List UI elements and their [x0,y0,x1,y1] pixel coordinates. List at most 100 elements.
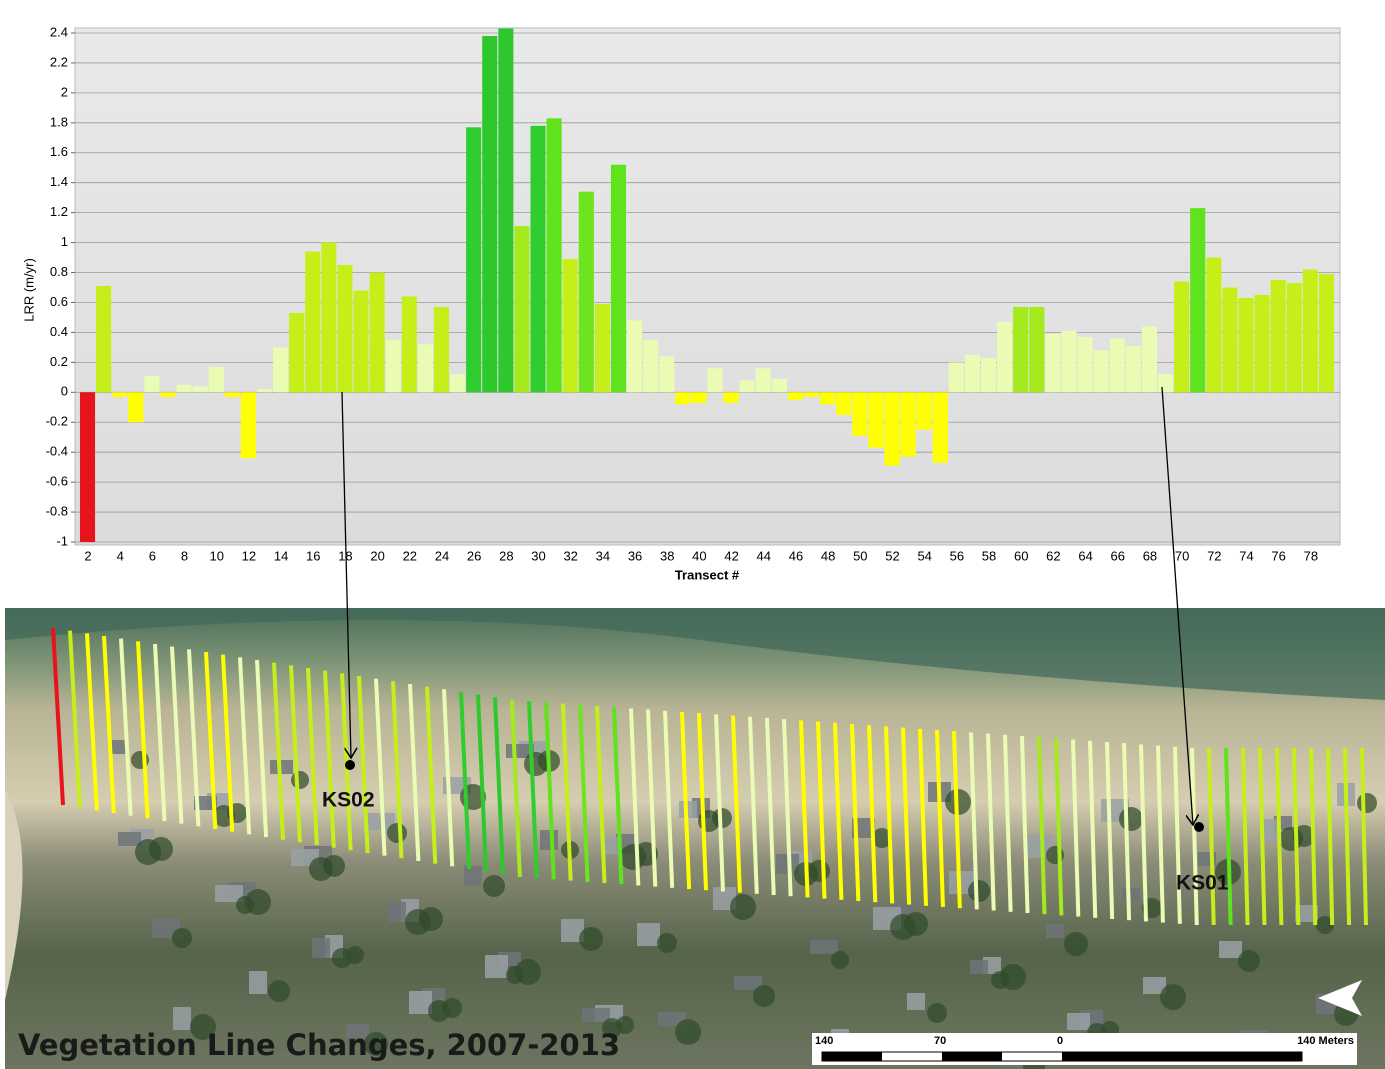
y-tick-label: 0 [61,384,68,399]
transects [51,627,1368,926]
bar [1013,306,1029,393]
y-tick-label: 2.2 [50,54,68,69]
transect [629,708,641,886]
bar [546,118,562,393]
x-tick-label: 30 [531,548,545,563]
transect [1309,747,1318,926]
transect [986,733,996,911]
bar [562,259,578,393]
site-label: KS01 [1176,872,1229,895]
transect [731,715,742,893]
x-tick-label: 34 [596,548,610,563]
bar [369,272,385,393]
y-tick-label: 1.4 [50,174,68,189]
bar [900,392,916,457]
transect [901,727,912,905]
transect [578,704,590,882]
x-tick-label: 46 [789,548,803,563]
tree [1064,932,1088,956]
transect [748,716,759,894]
transect [221,654,235,832]
house [603,837,621,854]
x-tick-label: 54 [917,548,931,563]
bar [771,378,787,393]
transect [255,659,269,838]
arrow [1161,386,1193,825]
bar [578,191,594,393]
bar [787,392,804,400]
house [485,955,508,978]
bar [948,362,964,393]
bar [755,368,771,393]
house [388,902,406,922]
y-tick-label: 2 [61,84,68,99]
scale-label: 0 [1057,1035,1063,1047]
bar [273,347,289,393]
house [312,938,330,958]
y-tick-label: -0.8 [46,503,68,518]
bar [1029,306,1045,393]
bar [353,290,369,393]
y-tick-label: -0.4 [46,444,68,459]
tree [730,894,756,920]
transect [969,732,979,910]
tree [872,828,892,848]
tree [190,1014,216,1040]
tree [291,771,309,789]
tree [968,880,990,902]
bar [305,251,321,393]
y-tick-label: 0.4 [50,324,68,339]
transect [918,728,929,906]
transect [357,675,370,854]
tree [1238,950,1260,972]
transect [408,683,421,862]
y-tick-label: 2.4 [50,24,68,39]
plot-area [74,27,1341,546]
tree [428,1000,450,1022]
x-tick-label: 32 [563,548,577,563]
transect [544,702,556,880]
scale-label: 140 Meters [1297,1035,1354,1047]
transect [1326,747,1335,926]
house [215,885,243,902]
house [582,1008,610,1022]
transect [1190,747,1199,926]
house [173,1007,191,1030]
transect [1003,734,1013,912]
tree [405,909,431,935]
bar [176,384,192,393]
house [1025,835,1053,858]
x-tick-label: 56 [950,548,964,563]
bar [385,339,401,393]
transect [1037,737,1047,915]
plot: -1 -0.8 -0.6 -0.4 -0.2 0 0.2 0.4 0.6 0.8 1 1.2 1.4 1.… [46,24,1340,563]
bar [1318,274,1334,393]
bar [208,366,224,393]
house [152,918,180,938]
bar [1254,294,1270,393]
transect [867,725,878,903]
transect [442,689,455,867]
x-tick-label: 2 [84,548,91,563]
transect [799,720,810,898]
transect [952,731,962,909]
y-tick-label: -1 [56,533,68,548]
x-tick-label: 40 [692,548,706,563]
bar [144,375,160,393]
transect [1071,739,1081,917]
bar [836,392,852,415]
x-tick-label: 64 [1078,548,1092,563]
transect [1224,747,1233,926]
bar [707,368,723,393]
house [110,740,128,754]
x-tick-label: 26 [467,548,481,563]
bar [691,392,707,403]
house [194,796,217,810]
house [907,993,925,1010]
transect [476,694,489,872]
x-tick-label: 10 [209,548,223,563]
bar [1190,208,1206,393]
x-tick-label: 44 [757,548,771,563]
tree [236,896,254,914]
x-tick-label: 66 [1111,548,1125,563]
